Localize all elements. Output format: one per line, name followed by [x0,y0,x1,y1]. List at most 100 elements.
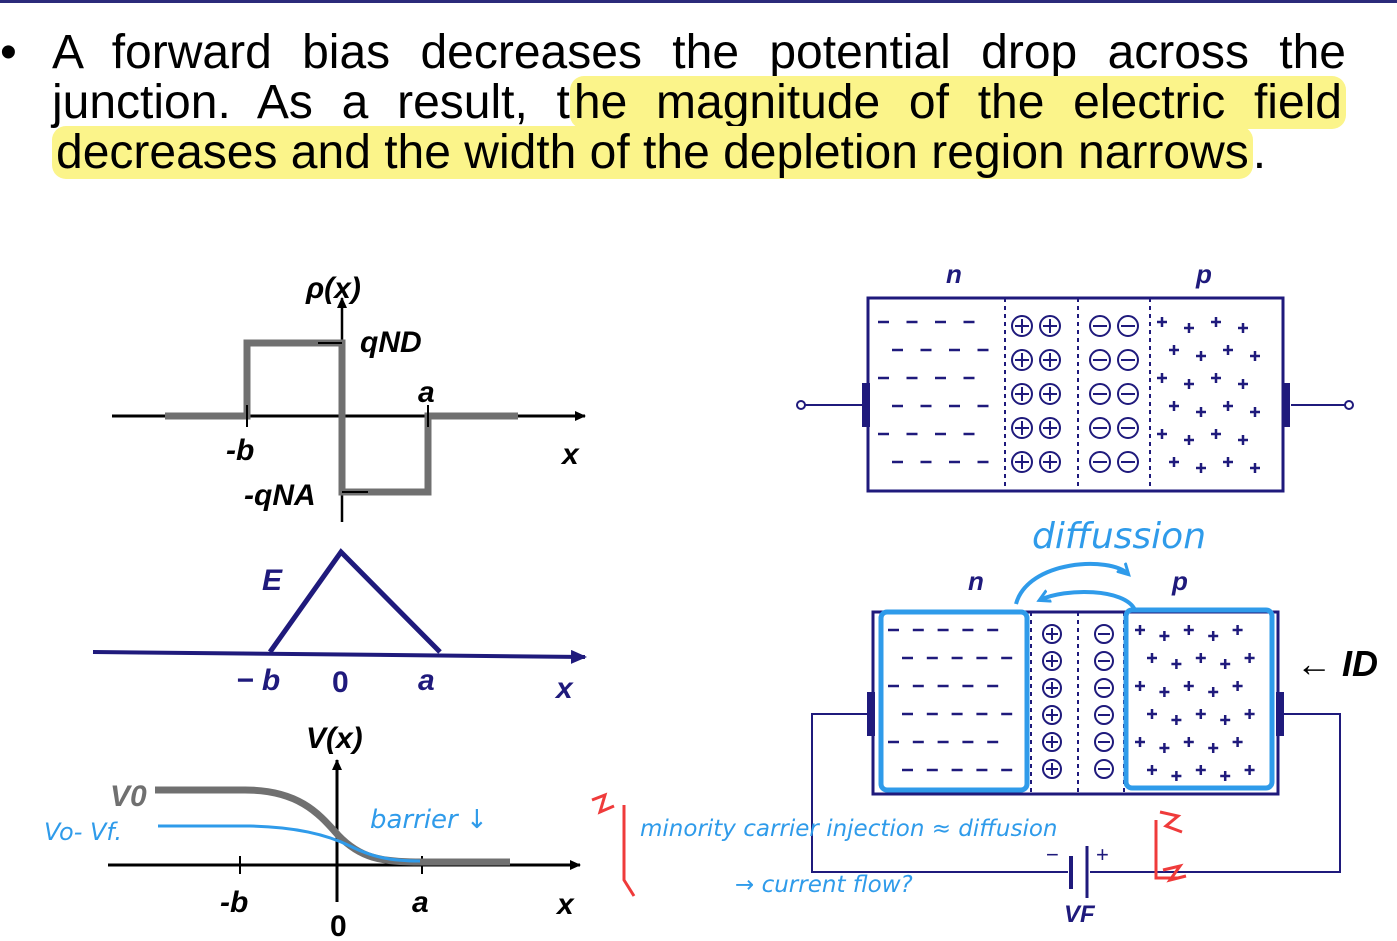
battery-minus-sign: − [1046,842,1059,867]
top-p-label: p [1195,259,1212,289]
slide-text-end: . [1252,126,1267,179]
electric-field-plot: E − b 0 a x [92,548,587,705]
top-right-contact [1282,383,1290,427]
field-a-label: a [418,664,435,697]
circuit-wire-right [1090,713,1341,873]
hole-symbol [1196,463,1206,473]
hole-symbol [1184,323,1194,333]
hole-symbol [1157,373,1167,383]
hole-symbol [1159,743,1170,753]
red-star-mark [591,792,615,815]
hole-symbol [1157,429,1167,439]
acceptor-ion-symbol [1094,732,1114,752]
slide-text-plain: A forward bias decreases the potential d… [52,26,1346,129]
donor-ion-sign [1015,421,1029,435]
acceptor-ion-symbol [1094,678,1114,698]
field-zero-label: 0 [332,666,349,699]
donor-ion-symbol [1042,624,1062,644]
current-flow-note: → current flow? [735,872,913,898]
hole-symbol [1169,345,1179,355]
donor-ion-sign [1015,319,1029,333]
top-donor-ions [1011,315,1061,473]
donor-ion-symbol [1039,383,1061,405]
hole-symbol [1159,687,1170,697]
acceptor-ion-symbol [1089,315,1111,337]
diffusion-handwritten-note: diffussion [1032,516,1206,557]
potential-plot: V(x) V0 -b 0 a x Vo- Vf. barrier ↓ [44,722,581,941]
acceptor-ion-symbol [1094,624,1114,644]
acceptor-ion-symbol [1117,383,1139,405]
top-n-region-electrons [878,320,989,464]
acceptor-ion-symbol [1117,417,1139,439]
acceptor-ion-symbol [1089,417,1111,439]
hole-symbol [1208,687,1219,697]
red-star-right-bottom [1162,863,1187,883]
hole-symbol [1159,631,1170,641]
v0-label: V0 [110,780,147,813]
bottom-left-contact [867,692,875,736]
hole-symbol [1211,373,1221,383]
hole-symbol [1220,771,1231,781]
potential-curve-forward-bias [158,824,421,863]
minority-carrier-note: minority carrier injection ≈ diffusion [640,816,1057,842]
bottom-right-contact [1276,692,1284,736]
hole-symbol [1184,435,1194,445]
hole-symbol [1135,681,1145,691]
donor-ion-symbol [1042,651,1062,671]
donor-ion-sign [1046,709,1058,721]
minus-b-label: -b [226,434,254,467]
hole-symbol [1147,653,1157,663]
hole-symbol [1244,653,1255,663]
bottom-n-region-electrons [888,628,1013,772]
donor-ion-sign [1046,682,1058,694]
hole-symbol [1195,709,1206,719]
hole-symbol [1223,401,1233,411]
red-bracket-left [622,805,636,897]
hole-symbol [1171,771,1182,781]
donor-ion-sign [1046,628,1058,640]
hole-symbol [1157,317,1167,327]
hole-symbol [1183,681,1194,691]
hole-symbol [1184,379,1194,389]
potential-minus-b-label: -b [220,886,248,919]
donor-ion-symbol [1039,315,1061,337]
hole-symbol [1135,625,1145,635]
donor-ion-symbol [1042,705,1062,725]
top-p-region-holes [1157,317,1260,473]
field-minus-b-label: − b [236,664,280,697]
hole-symbol [1147,765,1157,775]
hole-symbol [1208,631,1219,641]
bottom-acceptor-ions [1094,624,1114,779]
hole-symbol [1232,625,1243,635]
top-right-terminal [1344,400,1354,410]
qnd-label: qND [360,326,422,359]
hole-symbol [1195,765,1206,775]
donor-ion-symbol [1042,732,1062,752]
bottom-p-label: p [1171,566,1188,596]
top-left-terminal [796,400,806,410]
donor-ion-sign [1046,655,1058,667]
current-id-label: ← ID [1296,643,1378,684]
donor-ion-sign [1043,455,1057,469]
acceptor-ion-symbol [1094,651,1114,671]
donor-ion-sign [1046,763,1058,775]
hole-symbol [1211,429,1221,439]
hole-symbol [1238,379,1248,389]
hole-symbol [1250,351,1260,361]
hole-symbol [1147,709,1157,719]
junction-equilibrium-diagram: n p [796,259,1354,493]
acceptor-ion-symbol [1089,383,1111,405]
donor-ion-sign [1043,353,1057,367]
hole-symbol [1250,407,1260,417]
charge-x-label: x [560,438,580,471]
bullet-point: • [0,26,17,79]
donor-ion-symbol [1011,451,1033,473]
highlighted-text: he magnitude of the electric field decre… [52,76,1347,179]
bottom-n-label: n [968,566,984,596]
donor-ion-sign [1015,353,1029,367]
field-triangle-curve [267,548,442,654]
rho-axis-label: ρ(x) [305,272,361,305]
donor-ion-symbol [1011,417,1033,439]
top-acceptor-ions [1089,315,1139,473]
